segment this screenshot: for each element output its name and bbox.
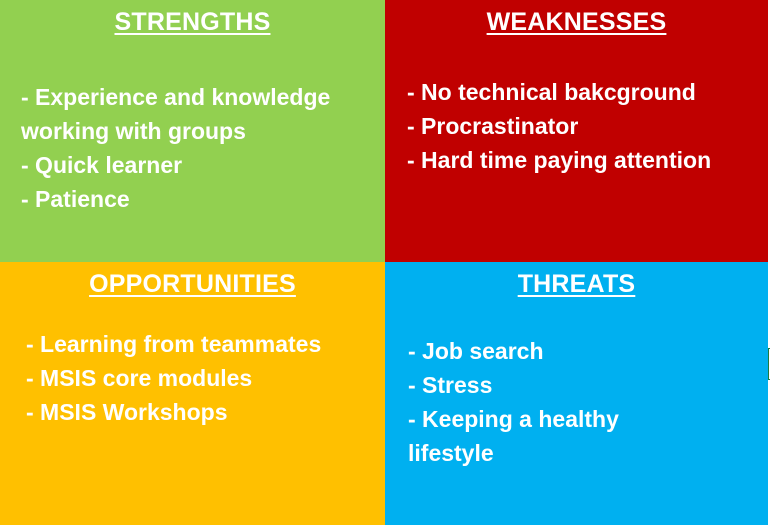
- weaknesses-item: - Procrastinator: [407, 113, 579, 139]
- threats-item: - Keeping a healthy lifestyle: [408, 406, 619, 466]
- opportunities-item: - MSIS Workshops: [26, 399, 228, 425]
- threats-quadrant: THREATS - Job search - Stress - Keeping …: [385, 262, 768, 525]
- weaknesses-quadrant: WEAKNESSES - No technical bakcground - P…: [385, 0, 768, 262]
- weaknesses-list: - No technical bakcground - Procrastinat…: [407, 75, 767, 177]
- threats-item: - Stress: [408, 372, 493, 398]
- threats-item: - Job search: [408, 338, 544, 364]
- weaknesses-item: - No technical bakcground: [407, 79, 696, 105]
- opportunities-list: - Learning from teammates - MSIS core mo…: [26, 327, 376, 429]
- threats-title: THREATS: [517, 270, 636, 298]
- opportunities-item: - Learning from teammates: [26, 331, 322, 357]
- weaknesses-title: WEAKNESSES: [486, 8, 667, 36]
- threats-list: - Job search - Stress - Keeping a health…: [408, 334, 708, 470]
- strengths-item: - Experience and knowledge working with …: [21, 84, 331, 144]
- opportunities-title: OPPORTUNITIES: [89, 270, 296, 298]
- strengths-title: STRENGTHS: [114, 8, 271, 36]
- strengths-quadrant: STRENGTHS - Experience and knowledge wor…: [0, 0, 385, 262]
- selection-handle: [768, 348, 770, 380]
- strengths-item: - Quick learner: [21, 152, 183, 178]
- strengths-item: - Patience: [21, 186, 130, 212]
- right-border: [768, 0, 771, 526]
- opportunities-item: - MSIS core modules: [26, 365, 253, 391]
- weaknesses-item: - Hard time paying attention: [407, 147, 712, 173]
- strengths-list: - Experience and knowledge working with …: [21, 80, 371, 216]
- opportunities-quadrant: OPPORTUNITIES - Learning from teammates …: [0, 262, 385, 525]
